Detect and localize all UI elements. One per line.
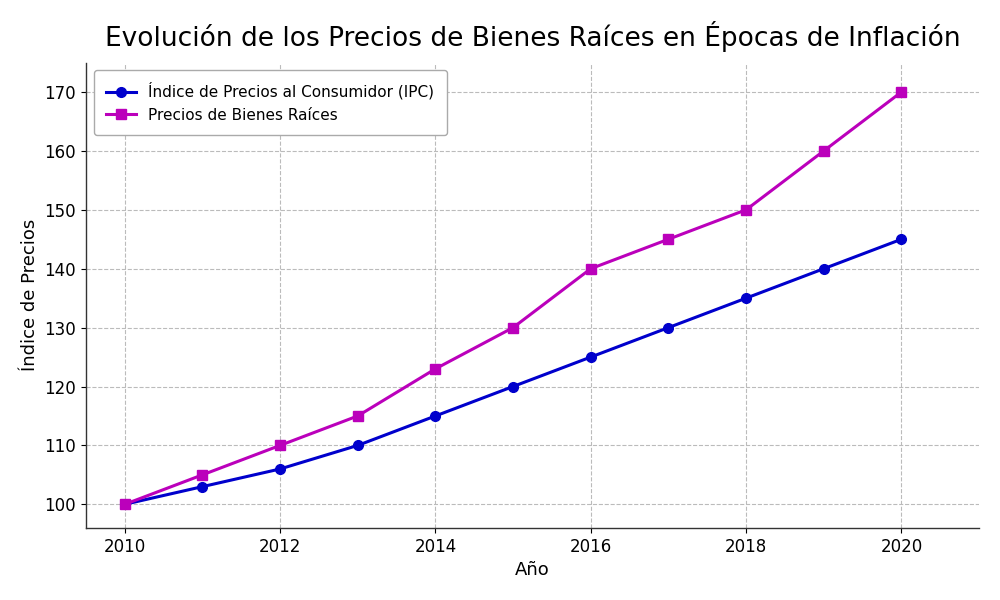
Precios de Bienes Raíces <box>662 236 674 243</box>
Índice de Precios al Consumidor (IPC) <box>662 324 674 331</box>
Legend: Índice de Precios al Consumidor (IPC), Precios de Bienes Raíces: Índice de Precios al Consumidor (IPC), P… <box>94 70 447 135</box>
Line: Precios de Bienes Raíces: Precios de Bienes Raíces <box>120 87 906 509</box>
Precios de Bienes Raíces <box>585 265 597 272</box>
Y-axis label: Índice de Precios: Índice de Precios <box>21 219 39 371</box>
Índice de Precios al Consumidor (IPC) <box>818 265 830 272</box>
Precios de Bienes Raíces <box>895 88 907 95</box>
Line: Índice de Precios al Consumidor (IPC): Índice de Precios al Consumidor (IPC) <box>120 235 906 509</box>
Title: Evolución de los Precios de Bienes Raíces en Épocas de Inflación: Evolución de los Precios de Bienes Raíce… <box>105 21 960 52</box>
Índice de Precios al Consumidor (IPC) <box>895 236 907 243</box>
Índice de Precios al Consumidor (IPC) <box>274 466 286 473</box>
Precios de Bienes Raíces <box>274 442 286 449</box>
Precios de Bienes Raíces <box>818 147 830 154</box>
Índice de Precios al Consumidor (IPC) <box>119 501 131 508</box>
Índice de Precios al Consumidor (IPC) <box>429 412 441 419</box>
Índice de Precios al Consumidor (IPC) <box>352 442 364 449</box>
Índice de Precios al Consumidor (IPC) <box>585 353 597 361</box>
Precios de Bienes Raíces <box>507 324 519 331</box>
Precios de Bienes Raíces <box>352 412 364 419</box>
Precios de Bienes Raíces <box>196 471 208 478</box>
Precios de Bienes Raíces <box>119 501 131 508</box>
Precios de Bienes Raíces <box>740 206 752 214</box>
Índice de Precios al Consumidor (IPC) <box>740 295 752 302</box>
Precios de Bienes Raíces <box>429 365 441 373</box>
X-axis label: Año: Año <box>515 561 550 579</box>
Índice de Precios al Consumidor (IPC) <box>196 483 208 490</box>
Índice de Precios al Consumidor (IPC) <box>507 383 519 390</box>
